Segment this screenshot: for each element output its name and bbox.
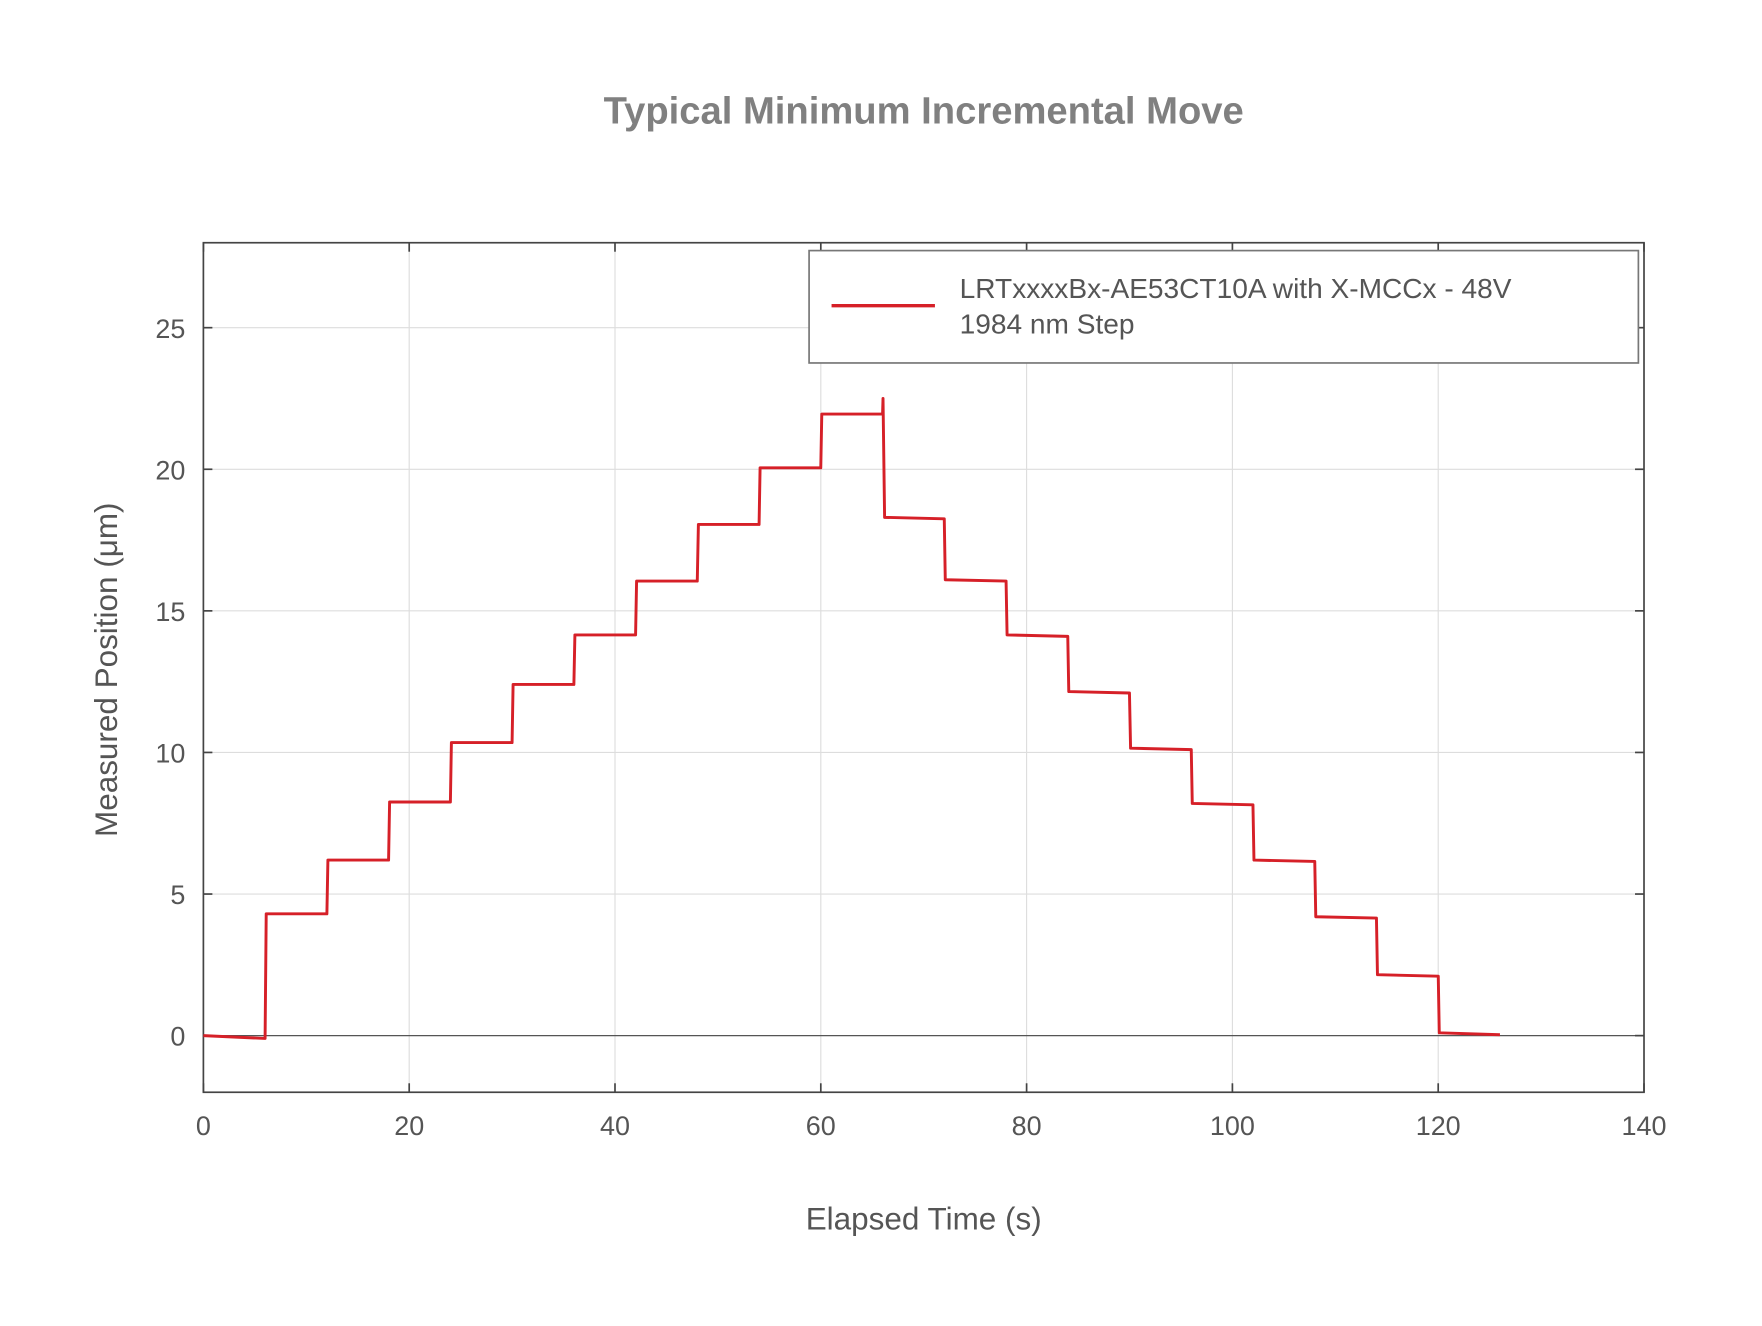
y-tick-label: 10 [155,739,185,769]
x-tick-label: 20 [394,1111,424,1141]
grid [202,242,1645,1093]
y-tick-label: 20 [155,455,185,485]
y-tick-label: 5 [170,880,185,910]
legend-box [808,249,1640,364]
x-tick-label: 140 [1622,1111,1667,1141]
y-axis-label: Measured Position (μm) [89,502,124,837]
y-tick-label: 15 [155,597,185,627]
y-tick-label: 0 [170,1022,185,1052]
chart-title: Typical Minimum Incremental Move [604,90,1244,133]
x-tick-label: 100 [1210,1111,1255,1141]
legend: LRTxxxxBx-AE53CT10A with X-MCCx - 48V 19… [808,249,1640,364]
plot-frame [202,241,1645,1094]
y-tick-label: 25 [155,314,185,344]
x-tick-label: 120 [1416,1111,1461,1141]
x-tick-label: 60 [806,1111,836,1141]
legend-label-line2: 1984 nm Step [960,309,1135,340]
series [203,397,1500,1040]
ticks: 0 20 40 60 80 100 120 140 0 5 10 15 20 25 [155,242,1667,1141]
x-axis-label: Elapsed Time (s) [806,1201,1042,1236]
x-tick-label: 0 [196,1111,211,1141]
x-tick-label: 80 [1012,1111,1042,1141]
x-tick-label: 40 [600,1111,630,1141]
legend-label-line1: LRTxxxxBx-AE53CT10A with X-MCCx - 48V [960,273,1512,304]
series-line [203,397,1500,1040]
